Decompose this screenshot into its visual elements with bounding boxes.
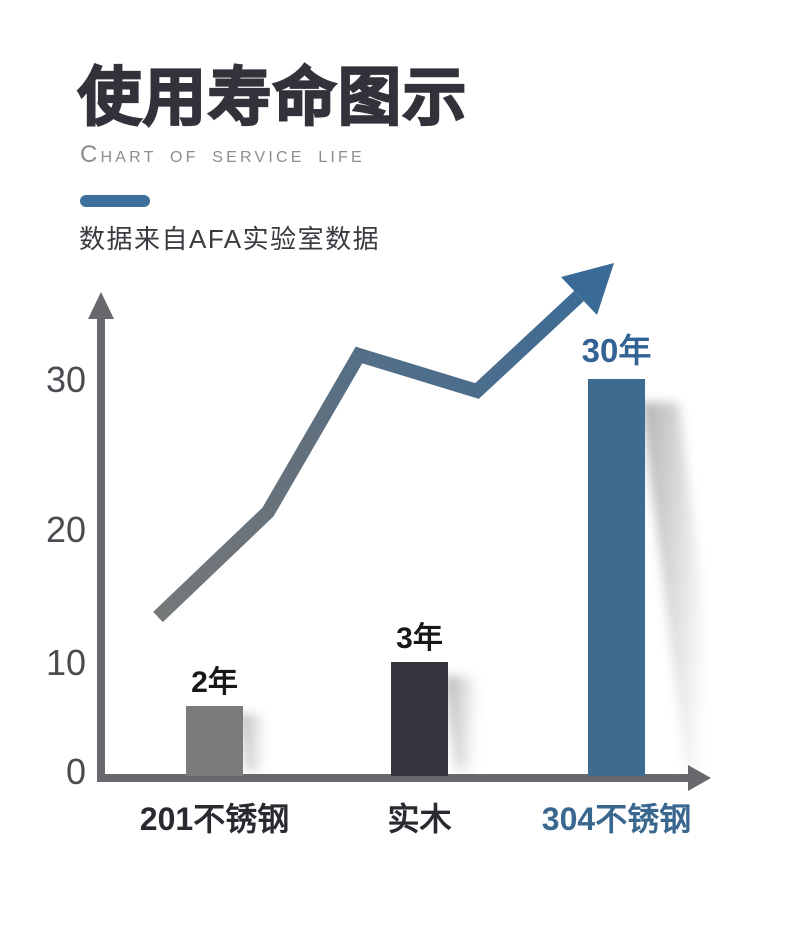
bar-实木 [391, 662, 448, 776]
y-tick-label: 0 [65, 751, 86, 792]
y-tick-label: 20 [45, 509, 86, 550]
bar-value-label: 2年 [191, 666, 238, 699]
x-axis-arrowhead-icon [688, 765, 711, 791]
bar-shadow [444, 676, 486, 770]
category-label: 实木 [387, 801, 452, 837]
trend-line [153, 290, 584, 623]
y-tick-label: 10 [45, 642, 86, 683]
category-label: 304不锈钢 [541, 801, 692, 837]
page-title: 使用寿命图示 [77, 62, 468, 134]
data-source-note: 数据来自AFA实验室数据 [79, 224, 381, 254]
bar-304不锈钢 [588, 379, 645, 776]
x-axis [97, 774, 691, 782]
accent-dash [80, 195, 150, 207]
bar-value-label: 3年 [396, 622, 443, 655]
bar-value-label: 30年 [581, 332, 652, 369]
category-label: 201不锈钢 [139, 801, 290, 837]
y-tick-label: 30 [45, 359, 86, 400]
bar-201不锈钢 [186, 706, 243, 776]
y-axis [97, 314, 105, 782]
page-subtitle: CHART OF SERVICE LIFE [80, 141, 365, 168]
bar-shadow [641, 402, 725, 770]
bar-shadow [239, 714, 273, 772]
trend-arrowhead-icon [561, 263, 614, 315]
